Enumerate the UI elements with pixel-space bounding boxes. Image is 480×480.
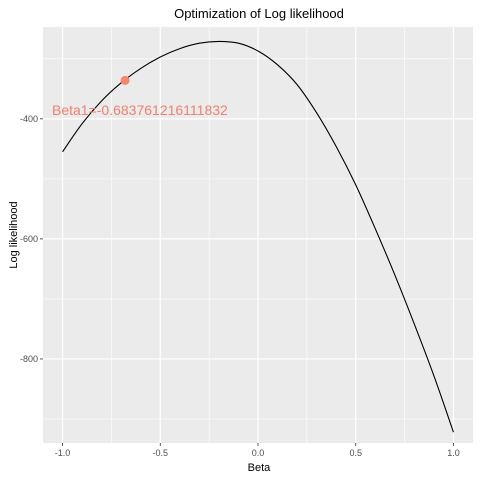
- x-axis-ticks: -1.0 -0.5 0.0 0.5 1.0: [55, 443, 460, 458]
- y-axis-ticks: -400 -600 -800: [20, 114, 43, 364]
- highlight-point: [120, 75, 130, 85]
- y-tick-label: -400: [20, 114, 38, 124]
- y-tick-label: -600: [20, 234, 38, 244]
- chart-title: Optimization of Log likelihood: [174, 6, 344, 21]
- x-tick-label: 0.5: [349, 448, 362, 458]
- annotation-label: Beta1=-0.683761216111832: [52, 102, 228, 118]
- x-tick-label: 1.0: [447, 448, 460, 458]
- y-tick-label: -800: [20, 354, 38, 364]
- y-axis-title: Log likelihood: [8, 201, 20, 268]
- x-tick-label: -0.5: [153, 448, 169, 458]
- x-tick-label: -1.0: [55, 448, 71, 458]
- grid-major: [43, 27, 473, 443]
- x-tick-label: 0.0: [252, 448, 265, 458]
- x-axis-title: Beta: [248, 462, 272, 474]
